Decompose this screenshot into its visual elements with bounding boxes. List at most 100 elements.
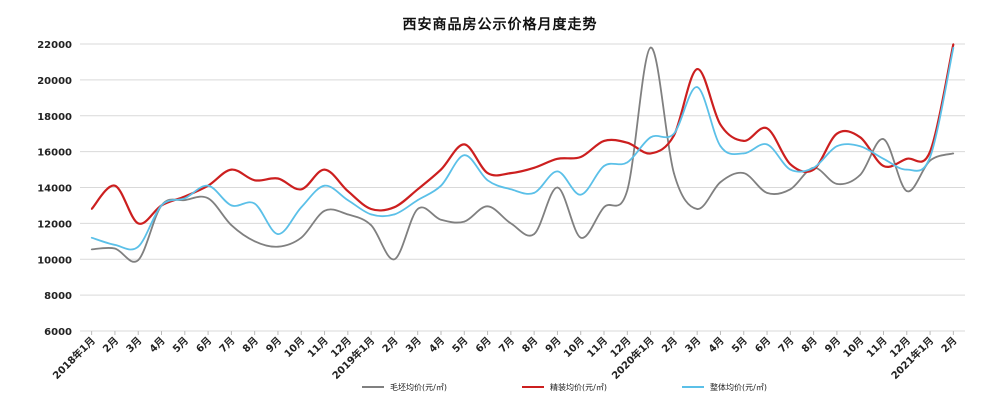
data-point-red (836, 132, 838, 135)
data-point-blue (510, 188, 512, 191)
data-point-gray (673, 172, 675, 174)
data-point-gray (440, 218, 442, 221)
x-tick-label: 4月 (706, 335, 726, 355)
data-point-blue (766, 143, 768, 146)
data-point-blue (323, 184, 326, 187)
series-line-blue (91, 47, 955, 251)
data-point-blue (347, 199, 349, 201)
x-tick-label: 7月 (496, 335, 516, 355)
data-point-red (463, 143, 466, 146)
data-point-blue (486, 179, 489, 182)
data-point-gray (277, 245, 279, 248)
data-point-red (510, 172, 512, 174)
y-tick-label: 18000 (37, 112, 72, 123)
x-tick-label: 2月 (380, 335, 400, 355)
x-tick-label: 6月 (194, 335, 214, 355)
data-point-blue (626, 161, 629, 164)
data-point-red (253, 179, 256, 182)
data-point-blue (603, 165, 605, 167)
data-point-red (789, 163, 792, 165)
data-point-gray (137, 259, 140, 261)
data-point-red (929, 150, 931, 153)
x-tick-label: 2月 (660, 335, 680, 355)
data-point-red (277, 177, 279, 180)
data-point-blue (230, 204, 233, 207)
x-tick-label: 3月 (403, 335, 423, 355)
x-tick-label: 3月 (124, 335, 144, 355)
data-point-blue (393, 213, 396, 216)
data-point-blue (579, 193, 582, 196)
data-point-blue (859, 145, 861, 148)
x-tick-label: 7月 (776, 335, 796, 355)
data-point-red (90, 208, 93, 210)
data-point-gray (90, 248, 93, 251)
data-point-red (440, 168, 442, 171)
data-point-gray (300, 236, 303, 239)
data-point-gray (393, 258, 396, 261)
y-tick-label: 16000 (37, 148, 72, 159)
data-point-blue (719, 145, 722, 148)
y-tick-label: 20000 (37, 76, 72, 87)
data-point-red (882, 165, 885, 167)
x-tick-label: 11月 (305, 335, 330, 360)
data-point-blue (277, 233, 279, 235)
data-point-gray (603, 206, 605, 209)
data-point-gray (836, 183, 838, 185)
data-point-red (766, 127, 768, 130)
data-point-gray (230, 224, 233, 226)
x-tick-label: 5月 (450, 335, 470, 355)
data-point-red (486, 172, 489, 174)
data-point-gray (952, 152, 955, 155)
data-point-blue (789, 168, 792, 171)
x-tick-label: 8月 (799, 335, 819, 355)
data-point-red (393, 206, 396, 209)
x-tick-label: 2月 (939, 335, 959, 355)
data-point-gray (626, 189, 629, 191)
x-tick-label: 6月 (473, 335, 493, 355)
y-tick-label: 14000 (37, 184, 72, 195)
data-point-gray (416, 208, 419, 210)
data-point-red (905, 158, 908, 160)
data-point-red (719, 123, 722, 126)
data-point-red (952, 43, 955, 45)
data-point-blue (440, 184, 442, 187)
data-point-gray (742, 172, 745, 174)
x-tick-label: 4月 (147, 335, 167, 355)
y-tick-label: 12000 (37, 219, 72, 230)
data-point-gray (510, 222, 512, 225)
y-tick-label: 8000 (44, 291, 72, 302)
data-point-red (300, 188, 303, 191)
x-tick-label: 8月 (240, 335, 260, 355)
data-point-gray (696, 208, 698, 210)
data-point-blue (160, 204, 163, 207)
data-point-gray (323, 210, 326, 212)
y-tick-label: 6000 (44, 327, 72, 338)
data-point-blue (836, 145, 838, 148)
data-point-red (859, 136, 861, 139)
data-point-gray (207, 197, 209, 200)
data-point-blue (300, 206, 303, 209)
data-point-gray (184, 199, 186, 201)
data-point-gray (114, 247, 116, 250)
x-tick-label: 5月 (170, 335, 190, 355)
data-point-blue (416, 199, 419, 201)
data-point-blue (114, 244, 116, 246)
x-tick-label: 9月 (543, 335, 563, 355)
x-tick-label: 10月 (561, 335, 586, 360)
data-point-gray (347, 213, 349, 216)
x-tick-label: 5月 (729, 335, 749, 355)
data-point-gray (789, 188, 792, 191)
data-point-blue (812, 166, 815, 169)
data-point-blue (463, 154, 466, 157)
data-point-gray (719, 181, 722, 183)
data-point-gray (486, 205, 489, 208)
data-point-red (416, 188, 419, 191)
data-point-red (347, 190, 349, 192)
data-point-blue (696, 86, 698, 88)
x-tick-label: 4月 (427, 335, 447, 355)
data-point-red (812, 168, 815, 171)
legend-label-gray: 毛坯均价(元/㎡) (390, 382, 447, 392)
data-point-gray (859, 174, 861, 176)
